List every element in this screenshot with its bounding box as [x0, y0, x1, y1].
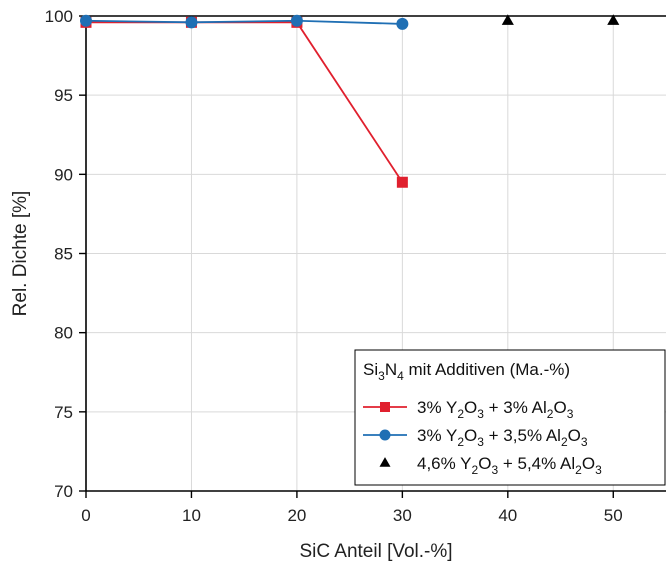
- y-tick-label-75: 75: [54, 403, 73, 422]
- x-tick-label-30: 30: [393, 506, 412, 525]
- x-tick-label-0: 0: [81, 506, 90, 525]
- series-2: [80, 14, 409, 30]
- series-3-point-2: [607, 14, 620, 25]
- legend-box: [354, 349, 666, 486]
- legend-symbol-3: [379, 457, 391, 467]
- legend-entry-1: 3% Y2​O3​ + 3% Al2​O3​: [417, 398, 574, 421]
- x-tick-label-10: 10: [182, 506, 201, 525]
- y-tick-label-70: 70: [54, 482, 73, 501]
- legend-symbol-1: [363, 402, 407, 412]
- series-1-line: [86, 21, 404, 183]
- y-tick-label-95: 95: [54, 86, 73, 105]
- legend-title: Si3​N4​ mit Additiven (Ma.-%): [363, 360, 570, 383]
- y-tick-label-90: 90: [54, 165, 73, 184]
- y-tick-label-85: 85: [54, 245, 73, 264]
- legend-marker-2: [379, 429, 391, 441]
- legend-entry-2: 3% Y2​O3​ + 3,5% Al2​O3​: [417, 426, 588, 449]
- y-axis-title: Rel. Dichte [%]: [10, 191, 31, 317]
- x-tick-label-20: 20: [287, 506, 306, 525]
- y-tick-label-100: 100: [45, 7, 73, 26]
- legend: Si3​N4​ mit Additiven (Ma.-%) 3% Y2​O3​ +…: [354, 349, 666, 486]
- series-1: [80, 16, 408, 188]
- series-2-point-3: [290, 14, 303, 27]
- series-2-line: [85, 19, 403, 25]
- legend-marker-1: [380, 402, 390, 412]
- x-axis-title: SiC Anteil [Vol.-%]: [299, 541, 452, 562]
- series-3-point-1: [501, 14, 514, 25]
- x-tick-label-40: 40: [498, 506, 517, 525]
- series-2-point-4: [396, 17, 409, 30]
- series-2-point-1: [80, 14, 92, 27]
- tick-labels: 0 10 20 30 40 50 70 75 80 85 90 95 100: [45, 7, 623, 525]
- legend-marker-3: [379, 457, 391, 467]
- legend-symbol-2: [363, 429, 407, 441]
- axes: [79, 15, 666, 498]
- series-2-point-2: [185, 16, 198, 29]
- legend-entry-3: 4,6% Y2​O3​ + 5,4% Al2​O3​: [417, 454, 602, 477]
- series-group: [80, 14, 620, 188]
- series-1-point-4: [396, 176, 408, 188]
- y-tick-label-80: 80: [54, 324, 73, 343]
- series-3: [501, 14, 620, 25]
- x-tick-label-50: 50: [604, 506, 623, 525]
